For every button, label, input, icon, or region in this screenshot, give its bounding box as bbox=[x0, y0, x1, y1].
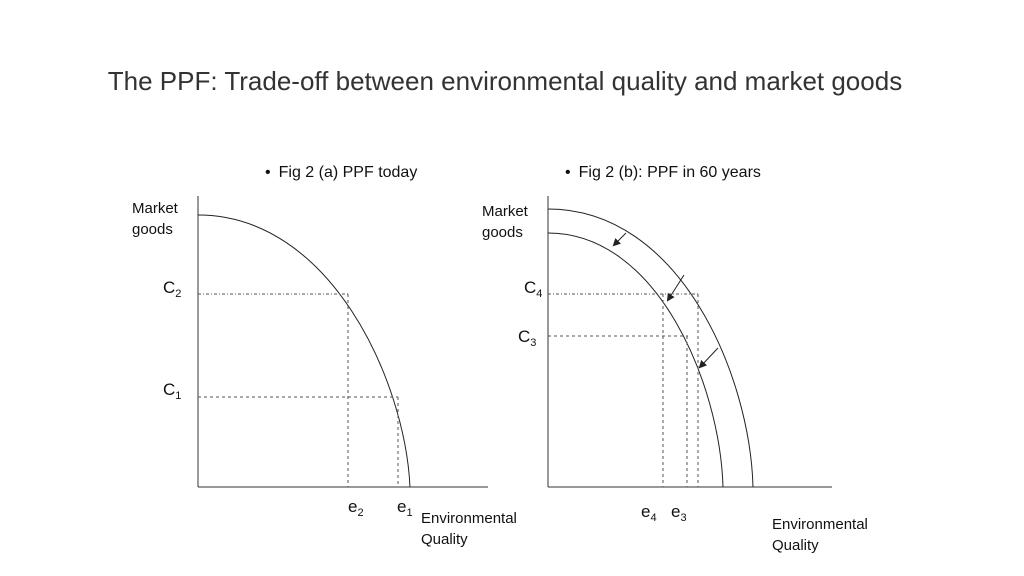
fig-b-caption: • Fig 2 (b): PPF in 60 years bbox=[565, 164, 761, 182]
fig-b-y-label-line2: goods bbox=[482, 224, 523, 241]
fig-a-c1-sub: 1 bbox=[175, 390, 181, 402]
fig-b-e4-label: e4 bbox=[641, 502, 657, 524]
fig-b-c4-sub: 4 bbox=[536, 288, 542, 300]
slide-title: The PPF: Trade-off between environmental… bbox=[107, 66, 903, 96]
fig-a-caption: • Fig 2 (a) PPF today bbox=[265, 164, 417, 182]
fig-b-shift-arrow-low bbox=[698, 347, 719, 369]
fig-a-c2-label: C2 bbox=[163, 278, 181, 300]
bullet-icon: • bbox=[565, 164, 571, 181]
fig-a-c1-label: C1 bbox=[163, 380, 181, 402]
fig-a-ppf-curve bbox=[197, 214, 411, 488]
fig-a-e1-letter: e bbox=[397, 497, 406, 516]
fig-a-x-label-line2: Quality bbox=[421, 531, 468, 548]
fig-a-c1-letter: C bbox=[163, 380, 175, 399]
fig-a-caption-text: Fig 2 (a) PPF today bbox=[278, 164, 418, 181]
fig-b-e3-label: e3 bbox=[671, 502, 687, 524]
fig-b-ppf-inner-curve bbox=[547, 232, 724, 488]
fig-b-e4-sub: 4 bbox=[650, 512, 656, 524]
fig-b-shift-arrow-top bbox=[612, 232, 627, 247]
fig-b-c3-label: C3 bbox=[518, 327, 536, 349]
bullet-icon: • bbox=[265, 164, 271, 181]
fig-a-e1-label: e1 bbox=[397, 497, 413, 519]
fig-a-y-label-line2: goods bbox=[132, 221, 173, 238]
fig-a-e1-sub: 1 bbox=[406, 507, 412, 519]
fig-b-shift-arrow-mid bbox=[666, 274, 685, 302]
fig-b-c3-letter: C bbox=[518, 327, 530, 346]
fig-a-c2-letter: C bbox=[163, 278, 175, 297]
fig-b-c3-sub: 3 bbox=[530, 337, 536, 349]
fig-b-e3-sub: 3 bbox=[680, 512, 686, 524]
fig-b-c4-label: C4 bbox=[524, 278, 542, 300]
fig-b-caption-text: Fig 2 (b): PPF in 60 years bbox=[578, 164, 761, 181]
fig-a-c2-sub: 2 bbox=[175, 288, 181, 300]
fig-b-e4-letter: e bbox=[641, 502, 650, 521]
fig-a-x-label: Environmental Quality bbox=[421, 510, 521, 548]
fig-a-e2-letter: e bbox=[348, 497, 357, 516]
fig-b-ppf-outer-curve bbox=[547, 208, 754, 488]
fig-a-y-label: Market goods bbox=[132, 200, 182, 238]
fig-a-y-label-line1: Market bbox=[132, 200, 179, 217]
fig-b-y-label-line1: Market bbox=[482, 203, 529, 220]
fig-a-e2-sub: 2 bbox=[357, 507, 363, 519]
fig-a-x-label-line1: Environmental bbox=[421, 510, 517, 527]
fig-b-x-label-line1: Environmental bbox=[772, 516, 868, 533]
fig-b-e3-letter: e bbox=[671, 502, 680, 521]
fig-b: Market goods C4 C3 e4 e3 Environmental Q… bbox=[482, 196, 872, 554]
fig-b-x-label-line2: Quality bbox=[772, 537, 819, 554]
fig-a: Market goods C2 C1 e2 e1 Environmental Q… bbox=[132, 196, 521, 548]
fig-b-c4-letter: C bbox=[524, 278, 536, 297]
fig-a-e2-label: e2 bbox=[348, 497, 364, 519]
fig-b-y-label: Market goods bbox=[482, 203, 532, 241]
fig-b-x-label: Environmental Quality bbox=[772, 516, 872, 554]
